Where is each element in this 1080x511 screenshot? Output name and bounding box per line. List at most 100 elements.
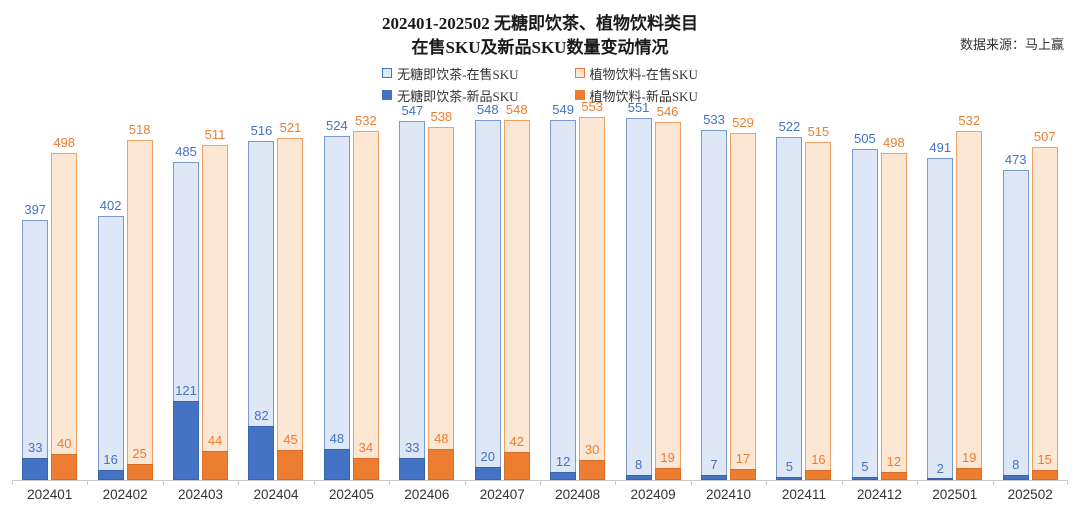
bar-pair: 547 33 538 48 [399, 103, 455, 480]
plant-new-value-label: 12 [886, 454, 902, 469]
tea-new-segment [851, 477, 878, 480]
plant-onsale-value-label: 538 [430, 109, 453, 124]
plant-onsale-segment [579, 117, 606, 480]
tea-new-segment [625, 475, 652, 480]
legend-item-tea-onsale: 无糖即饮茶-在售SKU [382, 64, 519, 83]
plant-onsale-segment [956, 131, 983, 480]
x-axis-label: 202412 [856, 487, 902, 502]
x-axis-tick [464, 480, 466, 485]
tea-new-segment [399, 458, 426, 480]
tea-new-value-label: 121 [175, 383, 197, 398]
tea-onsale-value-label: 397 [24, 202, 47, 217]
legend-label: 无糖即饮茶-在售SKU [397, 66, 519, 82]
bar-pair: 551 8 546 19 [625, 101, 681, 480]
legend-item-plant-onsale: 植物饮料-在售SKU [574, 64, 698, 83]
tea-new-value-label: 33 [27, 440, 43, 455]
tea-onsale-value-label: 533 [703, 112, 725, 127]
plant-new-value-label: 30 [584, 442, 600, 457]
plant-new-segment [51, 454, 78, 480]
plant-bar: 553 30 [579, 100, 606, 480]
bar-group: 533 7 529 17 202410 [691, 106, 766, 502]
plant-new-segment [579, 460, 606, 480]
tea-onsale-value-label: 485 [175, 144, 197, 159]
legend-swatch-tea-onsale-icon [382, 68, 393, 79]
plant-bar: 538 48 [428, 106, 455, 480]
tea-new-value-label: 48 [329, 431, 345, 446]
plant-new-value-label: 40 [56, 436, 72, 451]
bar-pair: 397 33 498 40 [22, 106, 78, 480]
bar-group: 524 48 532 34 202405 [314, 106, 389, 502]
x-axis-tick [313, 480, 315, 485]
x-axis-tick [1067, 480, 1068, 485]
tea-bar: 516 82 [248, 106, 275, 480]
plant-onsale-value-label: 546 [656, 104, 679, 119]
tea-bar: 524 48 [323, 106, 350, 480]
x-axis-tick [690, 480, 692, 485]
plant-onsale-value-label: 529 [732, 115, 754, 130]
tea-onsale-value-label: 522 [778, 119, 801, 134]
plant-new-value-label: 19 [660, 450, 675, 465]
tea-bar: 397 33 [22, 106, 49, 480]
tea-onsale-value-label: 473 [1004, 152, 1027, 167]
bar-chart: 397 33 498 40 202401 402 16 518 25 202402 485 121 51… [12, 100, 1068, 502]
plant-onsale-segment [51, 153, 78, 480]
plant-onsale-segment [202, 145, 229, 480]
tea-new-value-label: 7 [710, 457, 718, 472]
x-axis-label: 202407 [479, 487, 525, 502]
plant-onsale-value-label: 518 [128, 122, 151, 137]
tea-onsale-segment [97, 216, 124, 480]
tea-new-segment [474, 467, 501, 480]
plant-onsale-segment [277, 138, 304, 480]
tea-new-segment [248, 426, 275, 480]
plant-onsale-value-label: 511 [204, 127, 226, 142]
legend-label: 植物饮料-在售SKU [589, 66, 698, 82]
bar-group: 485 121 511 44 202403 [163, 106, 238, 502]
tea-bar: 491 2 [927, 106, 954, 480]
tea-new-value-label: 33 [405, 440, 420, 455]
plant-onsale-value-label: 498 [53, 135, 76, 150]
x-axis-label: 202408 [555, 487, 601, 502]
tea-bar: 522 5 [776, 106, 803, 480]
bar-pair: 516 82 521 45 [248, 106, 304, 480]
plant-new-segment [880, 472, 907, 480]
plant-new-value-label: 19 [962, 450, 977, 465]
tea-new-value-label: 16 [103, 452, 118, 467]
chart-title-line1: 202401-202502 无糖即饮茶、植物饮料类目 [382, 14, 698, 33]
tea-onsale-segment [1002, 170, 1029, 480]
tea-onsale-value-label: 505 [853, 131, 876, 146]
plant-onsale-segment [126, 140, 153, 480]
plant-new-segment [1031, 470, 1058, 480]
tea-bar: 473 8 [1002, 106, 1029, 480]
plant-onsale-value-label: 498 [882, 135, 905, 150]
tea-onsale-value-label: 402 [99, 198, 122, 213]
tea-onsale-segment [474, 120, 501, 480]
x-axis-tick [540, 480, 541, 485]
bar-pair: 485 121 511 44 [173, 106, 229, 480]
plant-new-segment [654, 468, 681, 480]
tea-new-segment [97, 470, 124, 480]
legend-label: 植物饮料-新品SKU [589, 88, 698, 104]
x-axis-label: 202404 [253, 487, 299, 502]
chart-title: 202401-202502 无糖即饮茶、植物饮料类目 在售SKU及新品SKU数量… [0, 0, 1080, 60]
plant-onsale-segment [654, 122, 681, 480]
bar-pair: 522 5 515 16 [776, 106, 832, 480]
bar-pair: 533 7 529 17 [701, 106, 756, 480]
tea-bar: 533 7 [701, 106, 727, 480]
plant-bar: 529 17 [730, 106, 756, 480]
bar-group: 491 2 532 19 202501 [917, 106, 992, 502]
bar-group: 397 33 498 40 202401 [12, 106, 87, 502]
tea-new-segment [776, 477, 803, 480]
tea-onsale-segment [550, 120, 577, 480]
bar-group: 505 5 498 12 202412 [842, 106, 917, 502]
legend-swatch-plant-new-icon [574, 90, 585, 101]
bar-pair: 473 8 507 15 [1002, 106, 1058, 480]
tea-new-value-label: 5 [861, 459, 869, 474]
tea-new-segment [701, 475, 727, 480]
plant-new-value-label: 17 [735, 451, 751, 466]
tea-onsale-value-label: 547 [401, 103, 424, 118]
bar-group: 547 33 538 48 202406 [389, 103, 464, 502]
plant-new-segment [805, 470, 832, 480]
plant-onsale-value-label: 521 [279, 120, 302, 135]
plant-new-value-label: 34 [358, 440, 374, 455]
x-axis-label: 202402 [102, 487, 148, 502]
